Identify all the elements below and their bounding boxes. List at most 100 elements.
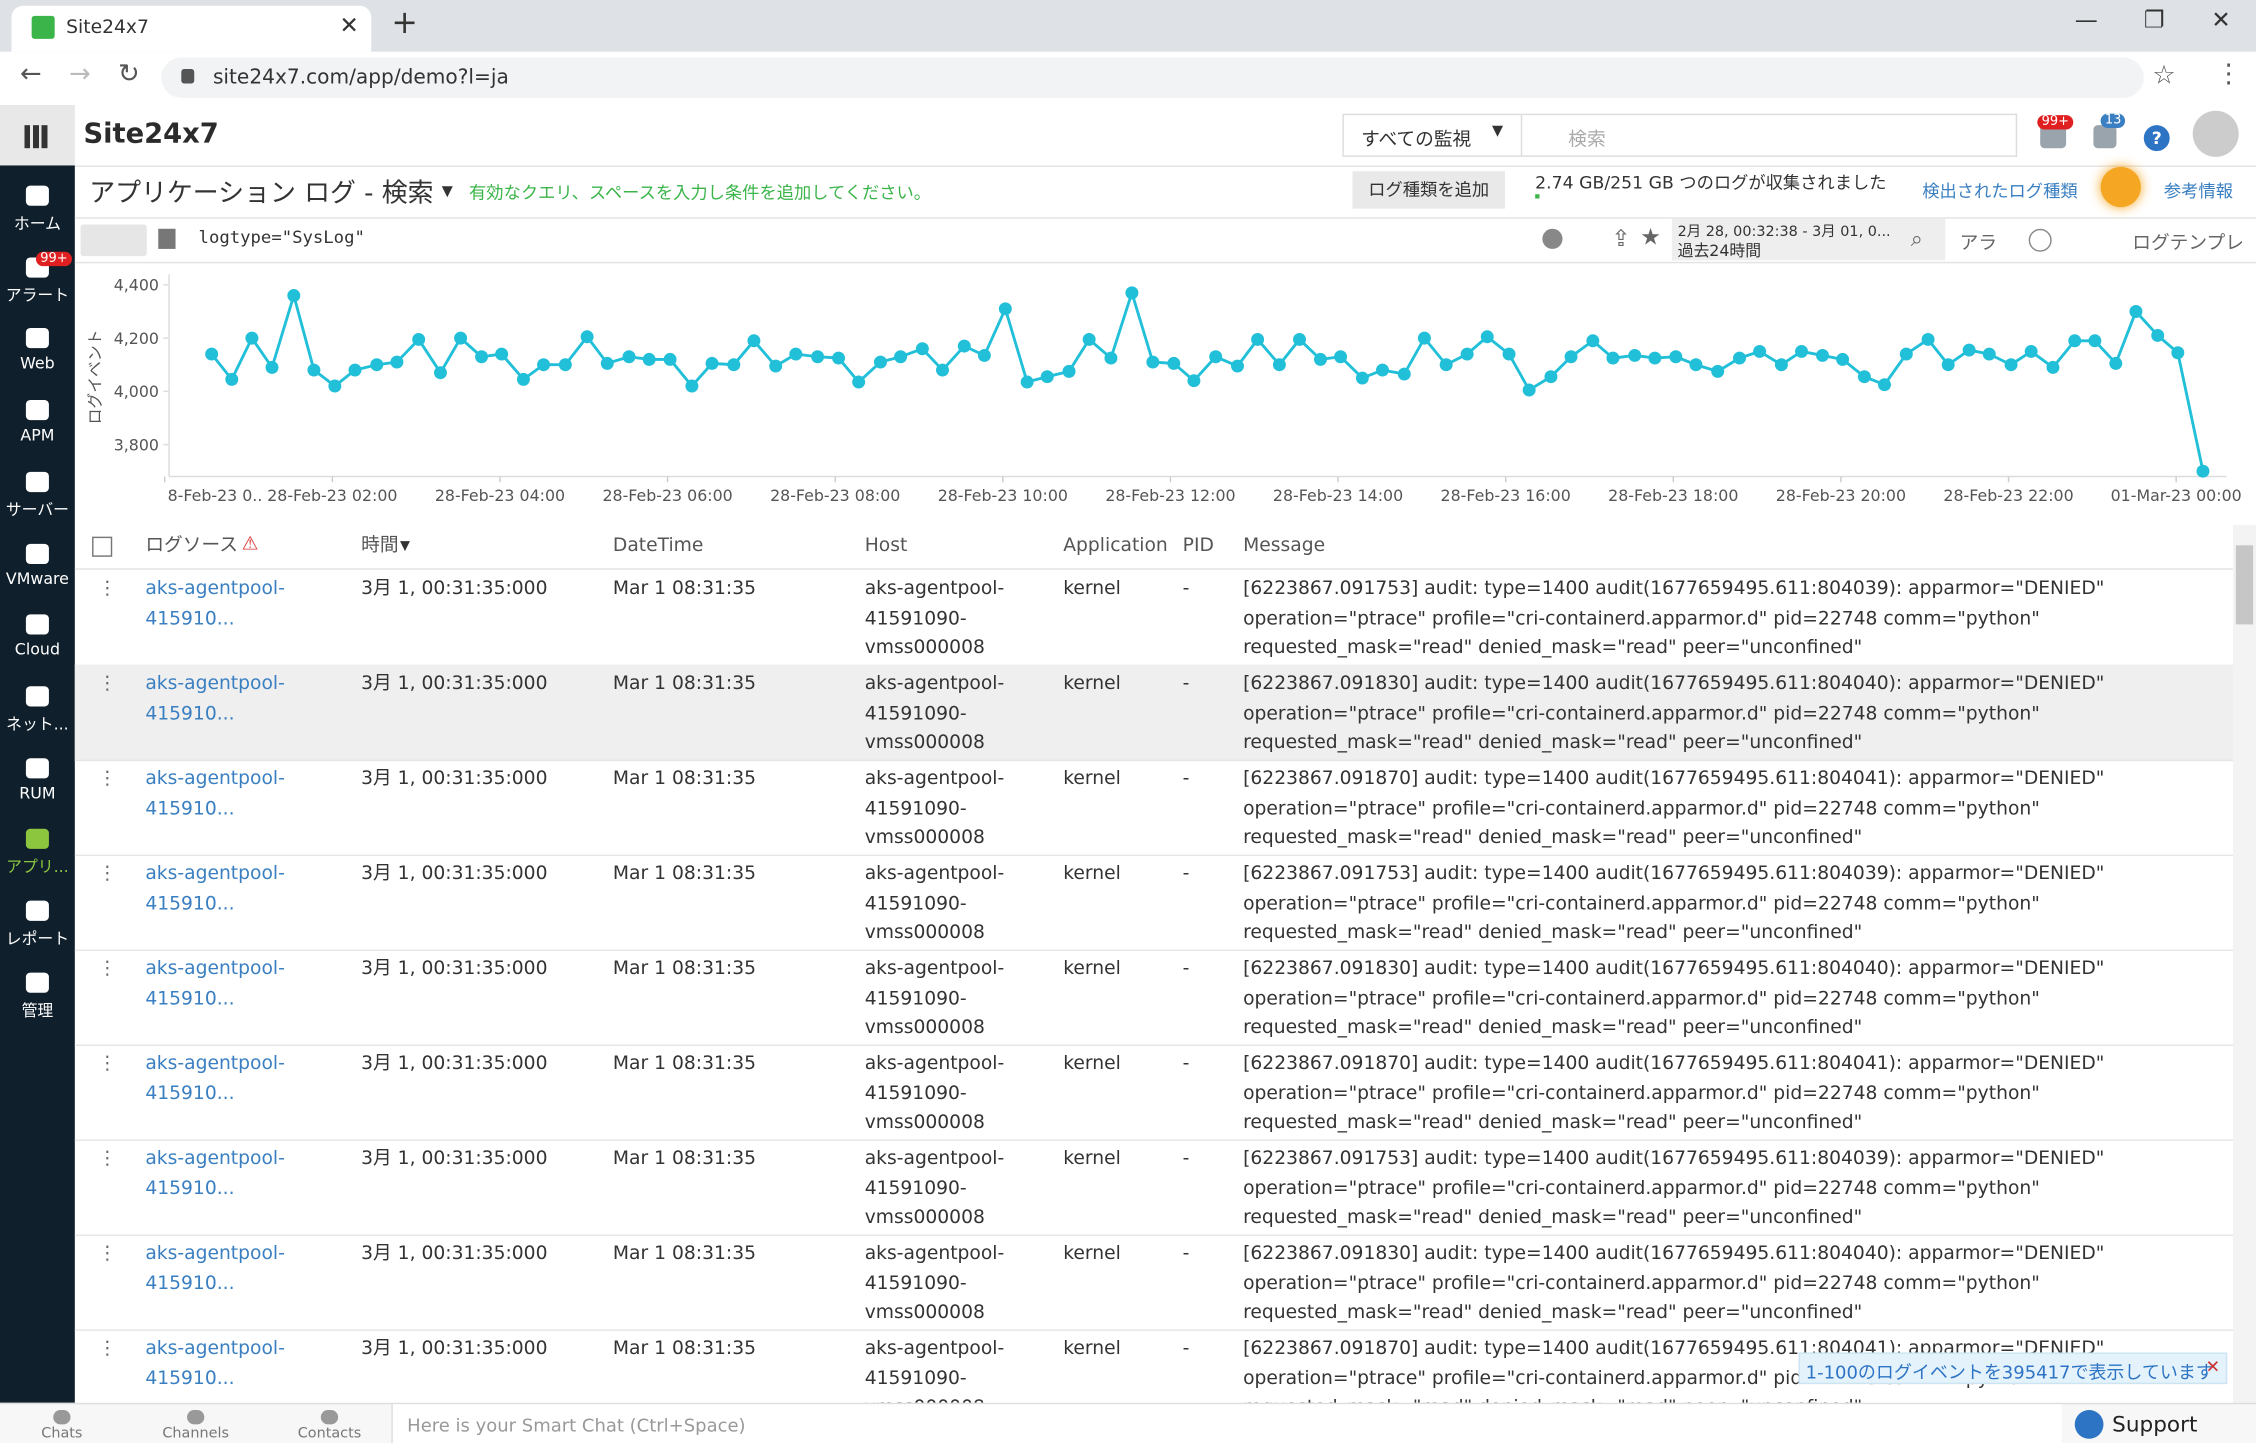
footer-tab[interactable]: Channels [134, 1404, 258, 1443]
table-cell[interactable]: aks-agentpool-415910... [145, 768, 285, 820]
smart-chat[interactable]: Here is your Smart Chat (Ctrl+Space) [391, 1404, 2062, 1443]
data-point [2196, 464, 2210, 478]
data-point [663, 352, 677, 366]
footer-tab-icon [187, 1410, 205, 1425]
window-minimize[interactable]: — [2074, 5, 2098, 34]
tab-close[interactable]: ✕ [339, 11, 359, 39]
favorite-icon[interactable]: ★ [1640, 223, 1661, 251]
template-tab[interactable]: ログテンプレ [2132, 233, 2244, 255]
table-cell: Mar 1 08:31:35 [612, 578, 757, 600]
clear-query[interactable] [1542, 228, 1563, 249]
status-close[interactable]: ✕ [2205, 1356, 2221, 1377]
tab-title: Site24x7 [66, 17, 149, 39]
support-icon[interactable] [2074, 1410, 2104, 1439]
sidebar-item[interactable]: ネット... [0, 686, 75, 735]
sidebar-item[interactable]: レポート [0, 900, 75, 950]
back-button[interactable]: ← [20, 58, 42, 90]
logo[interactable]: Site24x7 [83, 117, 219, 150]
scroll-thumb[interactable] [2235, 545, 2254, 625]
monitor-select[interactable]: すべての監視 ▼ [1342, 113, 1523, 157]
page-title[interactable]: アプリケーション ログ - 検索 [89, 178, 434, 209]
data-point [516, 372, 530, 386]
column-header[interactable]: 時間 [361, 535, 399, 557]
data-point [2068, 334, 2082, 348]
app-launcher[interactable] [0, 105, 75, 166]
data-point [622, 350, 636, 364]
footer-tab[interactable]: Contacts [268, 1404, 392, 1443]
table-cell[interactable]: aks-agentpool-415910... [145, 1338, 285, 1390]
support-label[interactable]: Support [2112, 1411, 2198, 1438]
sidebar-item[interactable]: Web [0, 328, 75, 373]
sidebar-item[interactable]: VMware [0, 543, 75, 588]
help-icon[interactable]: ? [2143, 125, 2170, 152]
browser-menu[interactable]: ⋮ [2215, 58, 2242, 90]
table-cell[interactable]: aks-agentpool-415910... [145, 673, 285, 725]
url-field[interactable]: site24x7.com/app/demo?l=ja ☆ [161, 57, 2176, 98]
browser-tab[interactable]: Site24x7 ✕ [11, 5, 372, 52]
detected-log-types[interactable]: 検出されたログ種類 [1922, 181, 2078, 202]
forward-button[interactable]: → [69, 58, 91, 90]
table-cell: kernel [1063, 673, 1121, 695]
scrollbar[interactable] [2232, 525, 2256, 1403]
table-cell[interactable]: aks-agentpool-415910... [145, 578, 285, 630]
time-range[interactable]: 2月 28, 00:32:38 - 3月 01, 0... 過去24時間 [1671, 218, 1946, 261]
data-point [265, 360, 279, 374]
search-box[interactable]: 検索 [1522, 113, 2018, 157]
query-input[interactable]: logtype="SysLog" [198, 227, 365, 248]
tips-icon[interactable] [2100, 166, 2141, 208]
data-point [433, 366, 447, 380]
data-point [1480, 330, 1494, 344]
sidebar-item[interactable]: APM [0, 400, 75, 445]
table-cell[interactable]: aks-agentpool-415910... [145, 863, 285, 915]
bookmark-star[interactable]: ☆ [2152, 60, 2176, 91]
table-cell[interactable]: aks-agentpool-415910... [145, 1148, 285, 1200]
table-cell[interactable]: aks-agentpool-415910... [145, 958, 285, 1010]
sidebar-item[interactable]: Cloud [0, 614, 75, 659]
column-header[interactable]: DateTime [612, 535, 704, 557]
data-point [1774, 358, 1788, 372]
reference-link[interactable]: 参考情報 [2163, 181, 2234, 202]
table-cell: Mar 1 08:31:35 [612, 1243, 757, 1265]
table-cell: kernel [1063, 578, 1121, 600]
share-icon[interactable]: ⇪ [1611, 224, 1631, 252]
table-cell[interactable]: aks-agentpool-415910... [145, 1053, 285, 1105]
title-arrow[interactable]: ▼ [441, 184, 453, 200]
alert-tab[interactable]: アラ [1959, 233, 1998, 255]
column-header[interactable]: Host [864, 535, 908, 557]
row-menu: ⋮ [97, 1053, 117, 1075]
saved-query-icon[interactable] [158, 228, 176, 249]
window-close[interactable]: ✕ [2211, 5, 2231, 34]
data-point [1962, 343, 1976, 357]
upload-icon[interactable] [2028, 228, 2052, 252]
column-header[interactable]: Message [1243, 535, 1326, 557]
table-header: ログソース 時間 DateTime Host Application PID Message… [74, 525, 2233, 570]
sidebar-icon [25, 757, 49, 778]
sidebar-icon [25, 900, 49, 921]
data-point [1251, 332, 1265, 346]
column-header[interactable]: ログソース [145, 535, 238, 557]
window-restore[interactable]: ❐ [2143, 5, 2165, 34]
view-toggle[interactable] [80, 224, 147, 257]
time-range-text: 2月 28, 00:32:38 - 3月 01, 0... [1677, 224, 1891, 241]
sidebar-item[interactable]: ホーム [0, 185, 75, 235]
x-tick-label: 28-Feb-23 22:00 [1943, 486, 2073, 505]
sidebar-item[interactable]: RUM [0, 757, 75, 803]
messages-badge: 13 [2100, 113, 2126, 129]
column-header[interactable]: PID [1182, 535, 1214, 557]
footer-tab[interactable]: Chats [0, 1404, 124, 1443]
search-button[interactable]: ⌕ [1910, 225, 1923, 252]
table-cell: Mar 1 08:31:35 [612, 768, 757, 790]
table-cell[interactable]: aks-agentpool-415910... [145, 1243, 285, 1295]
user-avatar[interactable] [2192, 110, 2239, 157]
new-tab[interactable]: + [391, 5, 418, 42]
sidebar-item[interactable]: アプリ... [0, 829, 75, 878]
column-chooser[interactable] [92, 536, 113, 557]
sidebar-label: RUM [19, 783, 56, 803]
messages-icon[interactable] [2093, 125, 2117, 149]
column-header[interactable]: Application [1063, 535, 1168, 557]
reload-button[interactable]: ↻ [117, 58, 140, 90]
sidebar-item[interactable]: 管理 [0, 972, 75, 1021]
add-log-type-button[interactable]: ログ種類を追加 [1352, 171, 1505, 209]
sidebar-item[interactable]: サーバー [0, 471, 75, 521]
